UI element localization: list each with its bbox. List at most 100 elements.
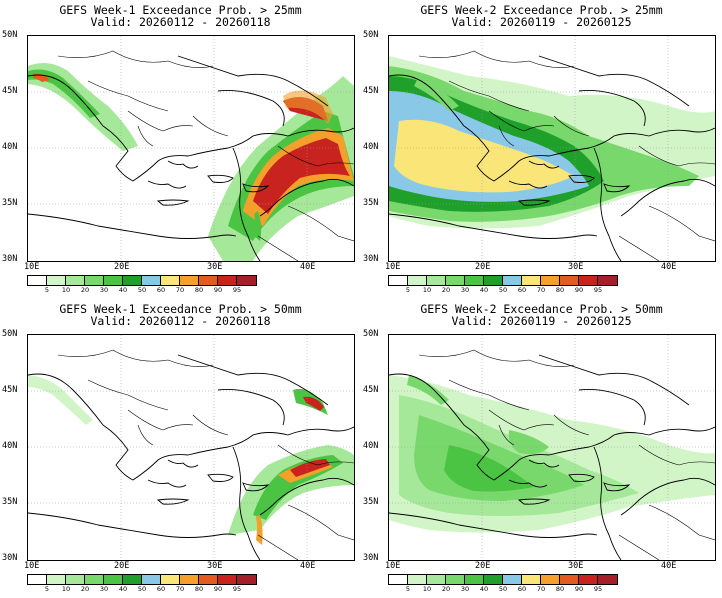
x-label: 40E [300,262,316,272]
colorbar-swatch [446,276,465,285]
y-label: 35N [2,497,18,507]
colorbar-swatch [389,276,408,285]
colorbar-swatch [180,276,199,285]
panel-week2-25mm: GEFS Week-2 Exceedance Prob. > 25mm Vali… [361,0,722,299]
panel-title: GEFS Week-2 Exceedance Prob. > 50mm [420,302,663,316]
colorbar [388,275,618,286]
colorbar-label: 5 [44,286,50,294]
colorbar-swatch [408,276,427,285]
y-label: 30N [363,553,379,563]
y-label: 45N [363,86,379,96]
colorbar-label: 30 [460,286,470,294]
colorbar-label: 60 [517,286,527,294]
colorbar-label: 90 [213,286,223,294]
colorbar-swatch [123,575,142,584]
colorbar-label: 80 [194,286,204,294]
colorbar-label: 10 [422,585,432,593]
colorbar-swatch [237,276,256,285]
map-graphic [28,335,354,560]
y-label: 30N [2,254,18,264]
map-area [388,334,716,561]
panel-valid-dates: Valid: 20260112 - 20260118 [90,314,271,328]
colorbar-label: 20 [80,585,90,593]
colorbar-swatch [560,575,579,584]
colorbar-swatch [427,276,446,285]
panel-title: GEFS Week-1 Exceedance Prob. > 25mm [59,3,302,17]
map-area [27,35,355,262]
colorbar-swatch [104,276,123,285]
colorbar-label: 20 [441,286,451,294]
colorbar-label: 60 [517,585,527,593]
panel-week1-25mm: GEFS Week-1 Exceedance Prob. > 25mm Vali… [0,0,361,299]
map-graphic [389,36,715,261]
x-label: 30E [568,262,584,272]
colorbar-swatch [47,575,66,584]
panel-valid-dates: Valid: 20260119 - 20260125 [451,314,632,328]
colorbar-swatch [598,575,617,584]
colorbar-swatch [28,276,47,285]
colorbar-swatch [541,575,560,584]
grid-lines [389,36,715,261]
colorbar-label: 90 [574,585,584,593]
panel-valid-dates: Valid: 20260119 - 20260125 [451,15,632,29]
colorbar-swatch [142,575,161,584]
colorbar-label: 30 [460,585,470,593]
colorbar-label: 95 [232,286,242,294]
y-label: 35N [2,198,18,208]
colorbar-label: 10 [61,286,71,294]
x-label: 20E [114,561,130,571]
colorbar-swatch [199,276,218,285]
y-label: 50N [2,30,18,40]
colorbar [27,275,257,286]
x-label: 30E [207,262,223,272]
colorbar-label: 40 [118,286,128,294]
colorbar-swatch [237,575,256,584]
x-label: 10E [24,561,40,571]
panel-valid-dates: Valid: 20260112 - 20260118 [90,15,271,29]
precip-shading [28,375,354,545]
coastlines [389,354,715,560]
precip-shading [389,56,715,229]
colorbar [27,574,257,585]
country-borders [57,349,354,560]
y-label: 40N [2,441,18,451]
coastlines [389,55,715,261]
y-label: 35N [363,497,379,507]
colorbar-label: 20 [80,286,90,294]
colorbar-label: 60 [156,286,166,294]
map-graphic [28,36,354,261]
y-label: 30N [363,254,379,264]
colorbar-swatch [66,575,85,584]
colorbar-swatch [427,575,446,584]
colorbar-swatch [541,276,560,285]
colorbar-swatch [503,575,522,584]
colorbar-swatch [503,276,522,285]
colorbar-swatch [66,276,85,285]
colorbar-swatch [142,276,161,285]
colorbar-swatch [199,575,218,584]
colorbar-label: 80 [555,585,565,593]
country-borders [418,349,715,560]
colorbar-swatch [389,575,408,584]
y-label: 40N [363,142,379,152]
y-label: 40N [2,142,18,152]
colorbar-label: 30 [99,585,109,593]
x-label: 40E [661,262,677,272]
colorbar-label: 50 [137,286,147,294]
colorbar-label: 60 [156,585,166,593]
colorbar-swatch [579,276,598,285]
colorbar-label: 10 [422,286,432,294]
colorbar-swatch [465,575,484,584]
colorbar-label: 70 [175,585,185,593]
colorbar-swatch [522,575,541,584]
colorbar-label: 5 [44,585,50,593]
colorbar-label: 80 [194,585,204,593]
colorbar-swatch [161,276,180,285]
precip-shading [389,375,715,533]
coastlines [28,55,354,261]
map-area [27,334,355,561]
y-label: 35N [363,198,379,208]
colorbar-label: 5 [405,286,411,294]
colorbar-swatch [180,575,199,584]
x-label: 40E [300,561,316,571]
